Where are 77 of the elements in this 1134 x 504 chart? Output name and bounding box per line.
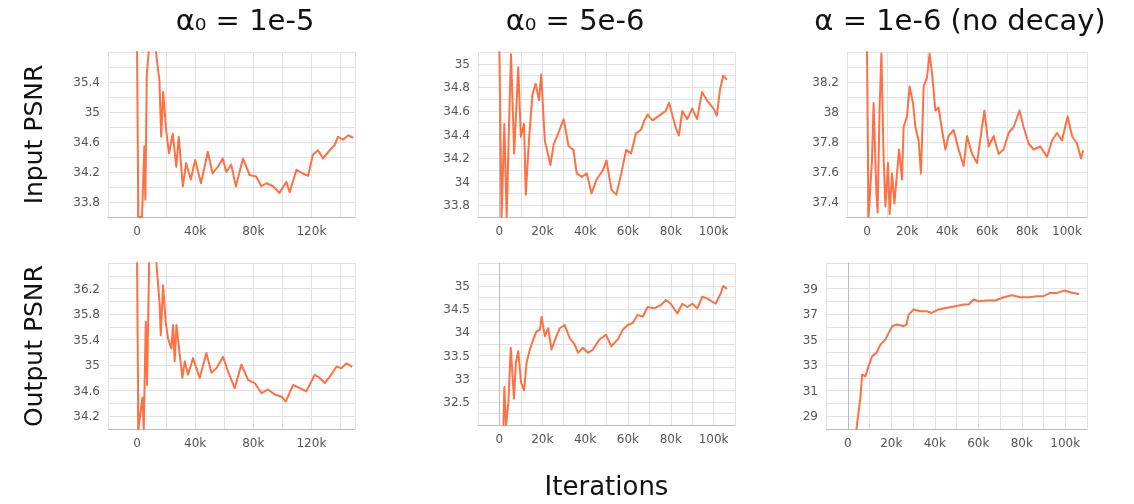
x-tick-label: 60k [616,432,640,446]
x-tick-label: 80k [1015,224,1039,238]
chart-title: α₀ = 5e-6 [505,2,645,37]
x-tick-label: 0 [133,436,141,450]
x-tick-label: 0 [843,436,852,450]
x-tick-label: 20k [880,436,903,450]
y-tick-label: 34.2 [73,165,100,179]
y-tick-label: 33 [802,358,818,373]
y-tick-label: 34.6 [73,383,100,398]
x-tick-label: 120k [296,224,327,238]
x-tick-label: 20k [531,432,554,446]
chart-title: α₀ = 1e-5 [175,2,315,37]
x-tick-label: 80k [242,224,265,238]
y-tick-label: 32.5 [443,394,470,409]
line-series [502,285,728,426]
y-axis-title: Output PSNR [19,265,48,427]
x-tick-label: 0 [495,432,504,446]
x-tick-label: 40k [573,432,597,446]
x-tick-label: 100k [698,224,729,238]
y-tick-label: 33.8 [73,195,100,209]
y-tick-label: 34.5 [443,302,470,317]
y-tick-label: 37.8 [812,135,839,149]
y-tick-label: 35 [802,332,818,347]
y-tick-label: 33 [454,371,470,386]
x-tick-label: 40k [923,436,946,450]
y-tick-label: 34.6 [73,135,100,149]
x-tick-label: 100k [1052,224,1082,238]
y-tick-label: 31 [802,383,818,398]
x-tick-label: 0 [495,224,504,238]
x-tick-label: 100k [698,432,729,446]
y-tick-label: 34.8 [443,80,470,95]
x-tick-label: 80k [1010,436,1033,450]
x-tick-label: 20k [895,224,919,238]
x-tick-label: 80k [659,432,682,446]
x-tick-label: 40k [184,436,207,450]
y-tick-label: 34.4 [443,127,470,142]
y-tick-label: 34.2 [443,151,470,166]
y-tick-label: 34 [454,174,470,189]
chart-title: α = 1e-6 (no decay) [814,2,1106,37]
x-tick-label: 0 [863,224,871,238]
y-tick-label: 39 [802,281,818,296]
y-tick-label: 38.2 [812,75,839,89]
y-tick-label: 34.6 [443,103,470,118]
y-tick-label: 34 [454,325,470,340]
x-tick-label: 60k [967,436,990,450]
y-tick-label: 36.2 [73,281,100,296]
y-tick-label: 37 [802,307,818,322]
y-tick-label: 34.2 [73,409,100,424]
y-tick-label: 33.8 [443,198,470,213]
y-tick-label: 35 [84,358,100,373]
x-tick-label: 40k [184,224,207,238]
x-tick-label: 120k [296,436,327,450]
y-tick-label: 35 [84,105,100,119]
y-tick-label: 35 [454,56,470,71]
x-tick-label: 40k [935,224,959,238]
y-tick-label: 37.4 [812,195,839,209]
x-axis-title: Iterations [544,471,669,501]
y-tick-label: 35.4 [73,332,100,347]
x-tick-label: 60k [616,224,640,238]
x-tick-label: 80k [659,224,682,238]
y-tick-label: 37.6 [812,165,839,179]
y-tick-label: 33.5 [443,348,470,363]
line-series [498,51,728,218]
y-axis-title: Input PSNR [19,64,48,205]
y-tick-label: 35.4 [73,75,100,89]
x-tick-label: 0 [133,224,141,238]
y-tick-label: 29 [802,409,818,424]
x-tick-label: 40k [573,224,597,238]
y-tick-label: 38 [823,105,839,119]
x-tick-label: 20k [531,224,554,238]
y-tick-label: 35 [454,279,470,294]
line-series [866,51,1084,218]
x-tick-label: 80k [242,436,265,450]
line-series [855,289,1080,430]
y-tick-label: 35.8 [73,307,100,322]
x-tick-label: 100k [1050,436,1081,450]
x-tick-label: 60k [975,224,999,238]
